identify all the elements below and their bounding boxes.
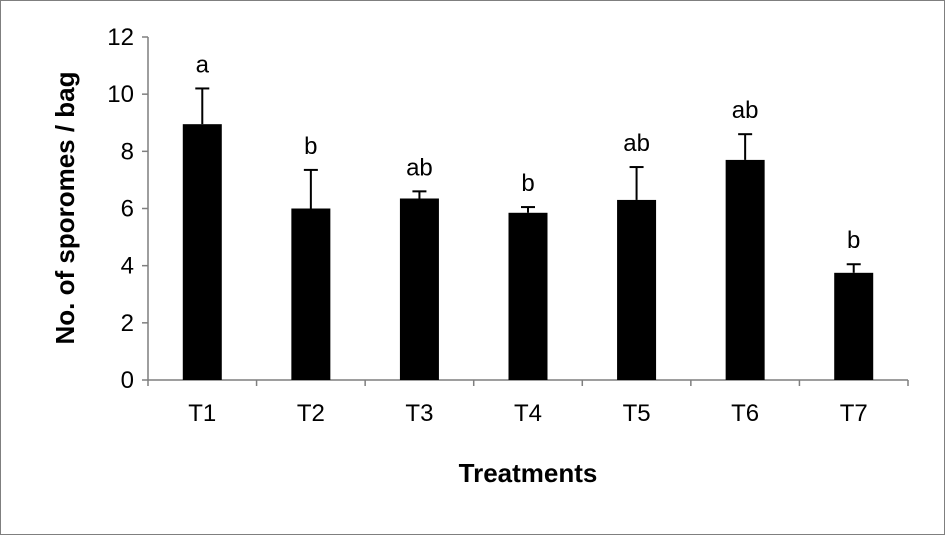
y-tick-label: 0 <box>121 367 134 394</box>
x-tick-label: T2 <box>297 400 325 427</box>
significance-label: ab <box>623 130 650 157</box>
x-tick-label: T6 <box>731 400 759 427</box>
x-tick-label: T4 <box>514 400 542 427</box>
bar <box>725 159 765 380</box>
y-axis-title: No. of sporomes / bag <box>50 71 80 344</box>
y-tick-label: 4 <box>121 253 134 280</box>
x-axis-title: Treatments <box>459 458 598 488</box>
significance-label: a <box>196 51 210 78</box>
y-tick-label: 8 <box>121 138 134 165</box>
significance-label: b <box>304 133 317 160</box>
bar <box>291 208 331 380</box>
x-tick-label: T5 <box>623 400 651 427</box>
bars <box>182 124 874 380</box>
x-tick-label: T7 <box>840 400 868 427</box>
y-axis: 0 2 4 6 8 10 12 <box>107 24 149 394</box>
bar <box>834 272 874 380</box>
bar <box>508 212 548 380</box>
x-tick-label: T1 <box>188 400 216 427</box>
y-tick-label: 10 <box>107 81 134 108</box>
bar <box>182 124 222 380</box>
y-tick-label: 2 <box>121 310 134 337</box>
bar <box>399 198 439 380</box>
significance-label: ab <box>406 154 433 181</box>
y-tick-label: 12 <box>107 24 134 51</box>
significance-label: b <box>521 170 534 197</box>
bar <box>617 199 657 380</box>
x-tick-label: T3 <box>405 400 433 427</box>
significance-label: ab <box>732 97 759 124</box>
x-axis: T1 T2 T3 T4 T5 T6 T7 <box>147 379 909 427</box>
y-tick-label: 6 <box>121 196 134 223</box>
error-bars <box>195 87 861 273</box>
significance-label: b <box>847 227 860 254</box>
